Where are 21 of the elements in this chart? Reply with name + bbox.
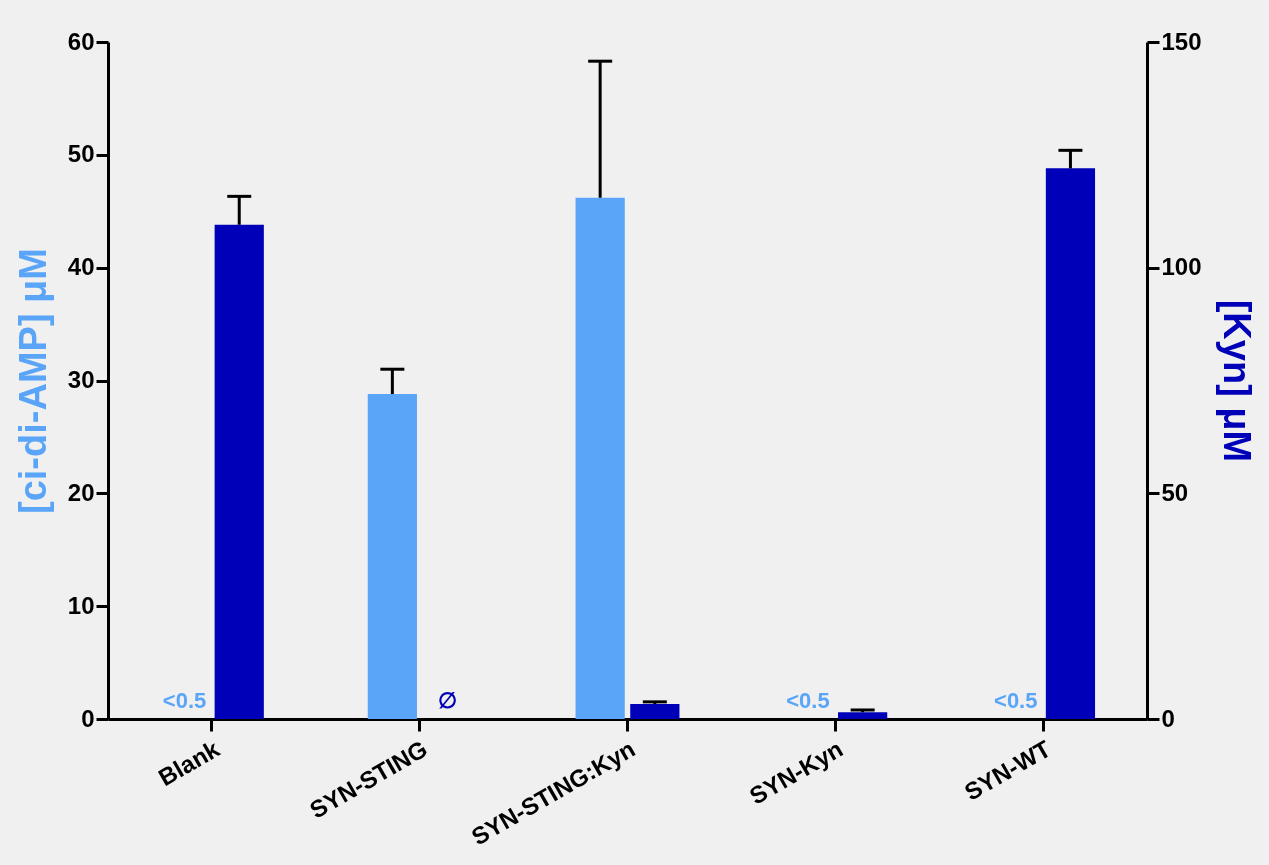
- y-axis-title: [ci-di-AMP] μM: [11, 248, 54, 514]
- text: ∅: [437, 688, 457, 713]
- y-tick-label: 10: [67, 591, 95, 619]
- bar: [1045, 168, 1096, 719]
- y-tick-label: 30: [67, 366, 95, 393]
- y-tick-label: 50: [67, 140, 95, 168]
- y-tick-label: 20: [67, 478, 95, 506]
- bar: [630, 704, 680, 719]
- y2-axis-title: [Kyn] μM: [1215, 299, 1258, 463]
- text: <0.5: [162, 688, 207, 713]
- text: <0.5: [786, 688, 830, 713]
- bar: [838, 712, 888, 719]
- y-tick-label: 40: [67, 253, 95, 281]
- y-tick-label: 0: [81, 704, 95, 732]
- bar: [214, 224, 264, 719]
- y2-tick-label: 100: [1161, 253, 1202, 281]
- y-tick-label: 60: [67, 27, 95, 55]
- y2-tick-label: 0: [1161, 704, 1175, 732]
- text: <0.5: [994, 688, 1038, 713]
- y2-tick-label: 50: [1161, 478, 1189, 506]
- y2-tick-label: 150: [1161, 27, 1202, 55]
